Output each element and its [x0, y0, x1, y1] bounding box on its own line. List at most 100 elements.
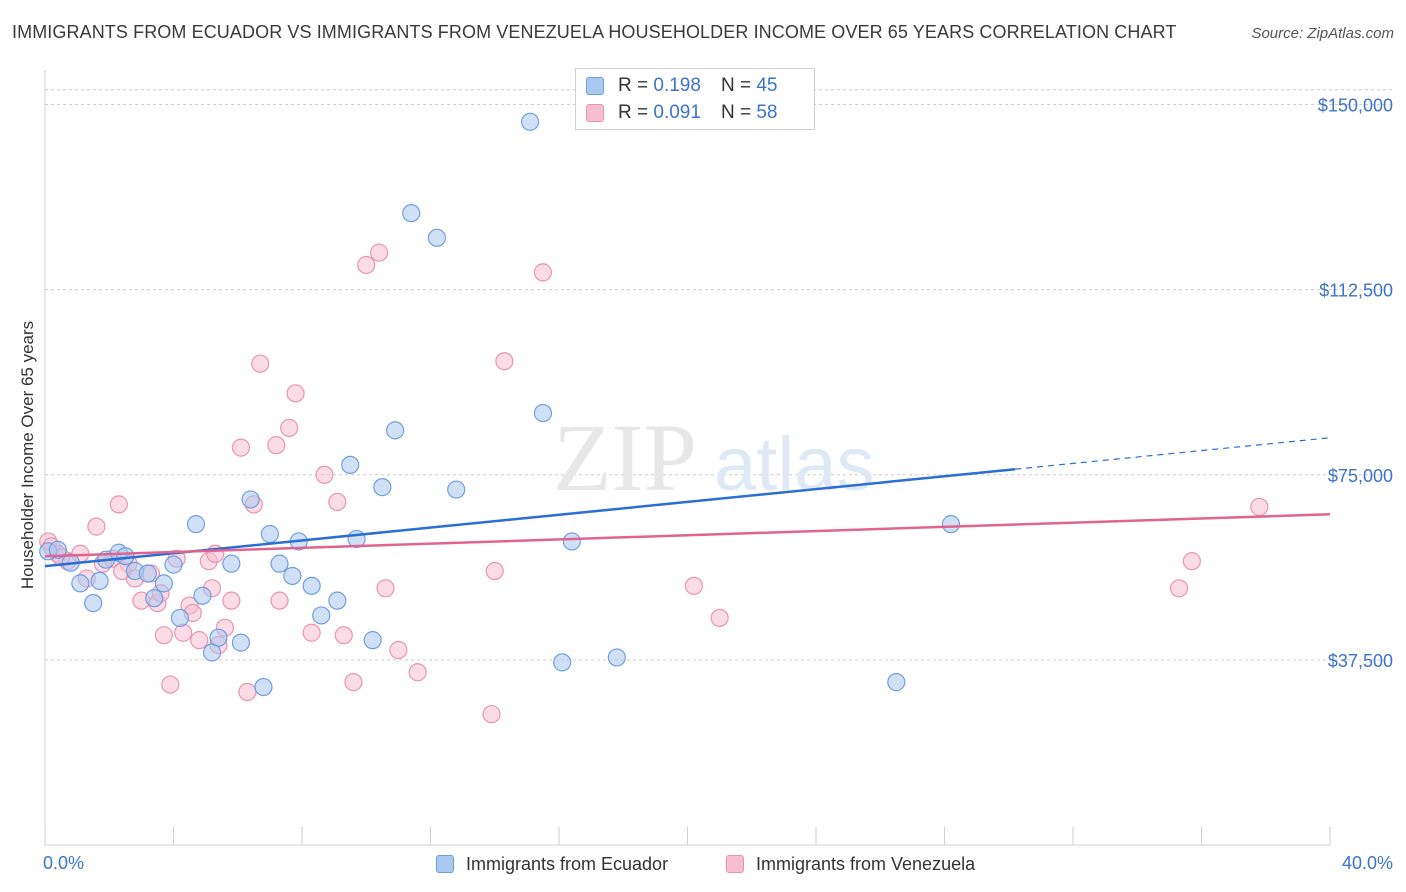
- gridlines: [45, 89, 1395, 661]
- venezuela-point: [270, 591, 289, 610]
- ecuador-point: [260, 524, 279, 544]
- x-tick-label: 0.0%: [43, 853, 84, 873]
- ecuador-legend-label: Immigrants from Ecuador: [466, 853, 669, 874]
- legend-row-ecuador: R = 0.198 N = 45: [586, 74, 777, 98]
- ecuador-point: [154, 574, 173, 593]
- trend-lines: [44, 437, 1331, 568]
- y-tick-label: $150,000: [1318, 96, 1393, 116]
- venezuela-r-value: 0.091: [653, 102, 701, 123]
- ecuador-point: [941, 515, 961, 534]
- ecuador-point: [209, 628, 228, 647]
- venezuela-point: [357, 255, 376, 275]
- ecuador-point: [145, 589, 164, 608]
- venezuela-point: [174, 623, 193, 642]
- venezuela-point: [1250, 497, 1269, 516]
- correlation-legend: R = 0.198 N = 45 R = 0.091 N = 58: [575, 68, 815, 130]
- ecuador-point: [386, 421, 405, 440]
- ecuador-point: [48, 540, 67, 559]
- ecuador-point: [84, 594, 103, 613]
- ecuador-point: [254, 677, 273, 697]
- venezuela-swatch: [586, 104, 604, 122]
- x-tick-label: 40.0%: [1342, 853, 1393, 873]
- y-tick-label: $75,000: [1328, 466, 1393, 486]
- ecuador-point: [520, 112, 540, 131]
- ecuador-point: [553, 653, 572, 672]
- ecuador-point: [363, 631, 382, 650]
- venezuela-point: [267, 436, 286, 455]
- venezuela-point: [328, 492, 347, 512]
- r-label: R =: [618, 102, 649, 123]
- ecuador-point: [533, 403, 553, 423]
- venezuela-point: [161, 675, 180, 694]
- venezuela-point: [315, 465, 334, 484]
- ecuador-legend-swatch: [436, 855, 454, 873]
- venezuela-legend-swatch: [726, 855, 744, 873]
- venezuela-point: [302, 623, 321, 642]
- tick-labels: $37,500 $75,000 $112,500 $150,000 0.0% 40.0%: [43, 96, 1393, 873]
- ecuador-point: [328, 591, 347, 610]
- venezuela-point: [251, 354, 270, 373]
- venezuela-point: [334, 626, 353, 645]
- ecuador-point: [402, 204, 421, 223]
- ecuador-point: [116, 547, 135, 566]
- venezuela-point: [231, 438, 251, 457]
- ecuador-r-value: 0.198: [653, 75, 701, 96]
- ecuador-point: [138, 564, 157, 583]
- ecuador-point: [887, 673, 906, 692]
- venezuela-point: [408, 663, 427, 682]
- venezuela-point: [154, 626, 173, 645]
- r-label: R =: [618, 75, 649, 96]
- legend-row-venezuela: R = 0.091 N = 58: [586, 101, 777, 125]
- venezuela-point: [109, 495, 128, 514]
- venezuela-trend-line: [44, 513, 1331, 558]
- ecuador-point: [312, 606, 331, 625]
- venezuela-point: [222, 591, 241, 610]
- ecuador-n-value: 45: [756, 75, 778, 96]
- ecuador-point: [270, 554, 289, 573]
- ecuador-point: [562, 532, 581, 551]
- ecuador-point: [241, 490, 260, 509]
- ecuador-point: [90, 571, 109, 591]
- ecuador-swatch: [586, 77, 604, 95]
- bottom-legend-venezuela: Immigrants from Venezuela: [726, 852, 975, 876]
- ecuador-point: [193, 586, 212, 605]
- watermark-atlas: atlas: [714, 422, 875, 507]
- watermark-zip: ZIP: [553, 404, 697, 511]
- n-label: N =: [720, 102, 752, 123]
- venezuela-point: [1169, 579, 1189, 598]
- ecuador-point: [341, 455, 360, 475]
- ecuador-point: [222, 554, 241, 573]
- venezuela-point: [370, 243, 389, 262]
- venezuela-point: [389, 640, 408, 660]
- ecuador-point: [607, 648, 626, 667]
- chart-title: IMMIGRANTS FROM ECUADOR VS IMMIGRANTS FR…: [12, 22, 1177, 42]
- watermark: ZIP atlas: [553, 404, 875, 511]
- venezuela-point: [190, 631, 209, 650]
- ecuador-point: [164, 555, 183, 574]
- venezuela-n-value: 58: [756, 102, 778, 123]
- y-tick-label: $112,500: [1319, 281, 1393, 301]
- n-label: N =: [720, 75, 752, 96]
- source-credit: Source: ZipAtlas.com: [1251, 25, 1394, 42]
- ecuador-point: [186, 515, 206, 534]
- venezuela-point: [238, 682, 257, 702]
- venezuela-point: [684, 576, 704, 595]
- ecuador-point: [71, 574, 90, 593]
- ecuador-point: [447, 480, 466, 499]
- y-tick-label: $37,500: [1328, 651, 1393, 671]
- ecuador-point: [170, 608, 190, 628]
- venezuela-point: [344, 673, 363, 692]
- series-ecuador-points: [39, 112, 961, 697]
- venezuela-point: [533, 263, 553, 282]
- ecuador-point: [283, 566, 302, 586]
- ecuador-point: [373, 478, 392, 497]
- ecuador-point: [231, 633, 251, 652]
- venezuela-point: [376, 579, 395, 598]
- venezuela-point: [495, 352, 514, 371]
- bottom-legend-ecuador: Immigrants from Ecuador: [436, 852, 668, 876]
- venezuela-point: [280, 418, 299, 437]
- ecuador-point: [302, 576, 321, 595]
- venezuela-point: [710, 608, 729, 628]
- venezuela-point: [1182, 552, 1201, 571]
